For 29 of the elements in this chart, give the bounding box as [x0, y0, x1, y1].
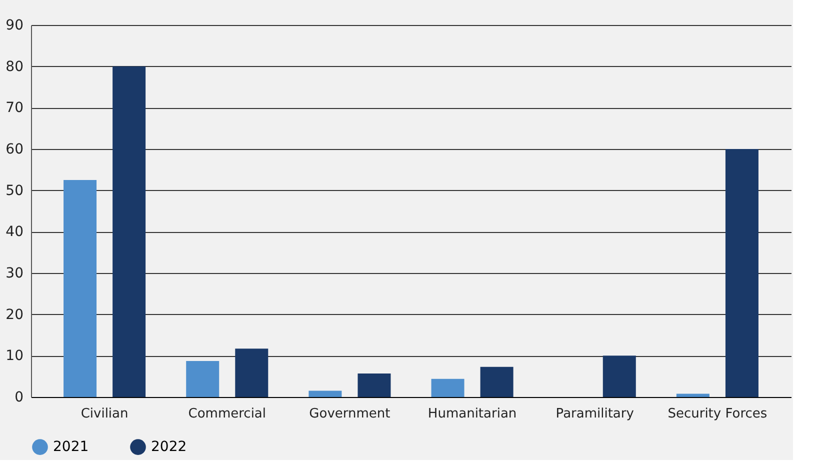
bar [308, 390, 342, 397]
bar [64, 180, 97, 397]
y-tick-label: 40 [6, 224, 24, 240]
x-tick-label: Paramilitary [556, 406, 634, 422]
x-tick-label: Government [309, 406, 390, 422]
bar [358, 373, 391, 397]
y-tick-label: 90 [6, 18, 24, 34]
x-tick-label: Civilian [80, 406, 128, 422]
x-tick-label: Security Forces [668, 406, 768, 422]
bar [676, 394, 710, 397]
y-tick-label: 80 [6, 58, 24, 75]
bar [602, 356, 636, 397]
y-tick-label: 10 [6, 348, 24, 364]
y-tick-label: 50 [6, 182, 24, 199]
bar [235, 348, 268, 397]
y-tick-label: 60 [6, 142, 24, 158]
y-tick-label: 20 [6, 306, 24, 323]
y-tick-label: 0 [14, 390, 24, 406]
bar [431, 378, 464, 397]
x-tick-label: Commercial [188, 406, 266, 422]
y-tick-label: 30 [6, 266, 24, 282]
x-tick-label: Humanitarian [428, 406, 517, 422]
bar [112, 66, 146, 397]
y-tick-label: 70 [6, 100, 24, 116]
bar [186, 361, 220, 397]
bar [480, 366, 514, 397]
legend-label: 2021 [53, 439, 89, 456]
legend-label: 2022 [151, 439, 187, 456]
bar [725, 149, 758, 397]
